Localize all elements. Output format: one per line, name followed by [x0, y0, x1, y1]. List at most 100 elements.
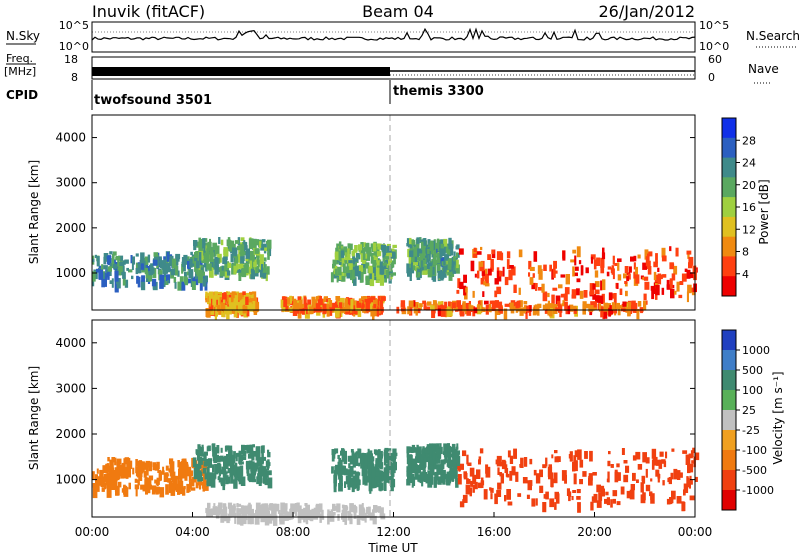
power-cell — [687, 254, 690, 259]
freq-left-tick-bottom: 8 — [71, 71, 78, 84]
noise-sky-line — [91, 27, 696, 41]
power-cell — [249, 260, 252, 269]
power-cell — [541, 283, 545, 293]
velocity-cell — [564, 474, 567, 484]
power-cell — [576, 278, 581, 283]
velocity-cell — [411, 466, 416, 473]
velocity-cell — [605, 491, 609, 496]
velocity-cell — [188, 484, 191, 492]
velocity-cell — [236, 503, 242, 507]
noise-left-tick-bottom: 10^0 — [59, 40, 89, 53]
velocity-cell — [496, 489, 502, 497]
power-cell — [627, 273, 631, 280]
power-cell — [344, 256, 349, 261]
power-cell — [205, 308, 211, 316]
velocity-cell — [438, 476, 442, 482]
velocity-colorbar-tick-label: -1000 — [742, 484, 774, 497]
velocity-cell — [616, 463, 620, 468]
power-cell — [208, 263, 212, 271]
velocity-cell — [412, 458, 418, 467]
power-cell — [377, 295, 381, 306]
power-cell — [236, 298, 241, 308]
velocity-cell — [515, 471, 519, 482]
power-cell — [642, 262, 647, 270]
velocity-cell — [411, 479, 414, 488]
velocity-cell — [260, 510, 265, 519]
power-cell — [147, 270, 153, 279]
power-cell — [423, 239, 426, 245]
velocity-cell — [501, 459, 506, 470]
velocity-cell — [368, 506, 371, 517]
velocity-cell — [111, 481, 116, 490]
velocity-cell — [509, 455, 514, 464]
power-cell — [252, 291, 257, 301]
velocity-cell — [607, 460, 611, 467]
power-cell — [238, 270, 242, 281]
power-cell — [666, 279, 670, 289]
power-cell — [484, 273, 489, 284]
velocity-cell — [116, 461, 121, 469]
power-cell — [196, 241, 200, 248]
power-cell — [162, 263, 168, 274]
velocity-cell — [427, 479, 433, 488]
velocity-cell — [217, 462, 221, 470]
power-cell — [361, 263, 366, 271]
power-cell — [325, 303, 330, 309]
power-cell — [614, 263, 619, 266]
velocity-cell — [689, 463, 694, 473]
velocity-cell — [220, 447, 223, 453]
power-cell — [245, 296, 249, 305]
power-cell — [571, 289, 577, 299]
velocity-cell — [616, 501, 621, 506]
power-cell — [603, 302, 608, 312]
power-cell — [223, 299, 226, 303]
velocity-cell — [455, 478, 459, 488]
power-cell — [506, 259, 510, 269]
velocity-cell — [247, 474, 252, 480]
power-cell — [147, 254, 151, 263]
power-y-axis: 4000 3000 2000 1000 — [55, 131, 695, 280]
power-cell — [448, 237, 452, 247]
velocity-ylabel: Slant Range [km] — [27, 366, 41, 470]
velocity-cell — [252, 472, 256, 482]
velocity-cell — [663, 460, 667, 468]
velocity-cell — [358, 513, 363, 517]
velocity-cell — [533, 469, 537, 476]
velocity-cell — [572, 490, 577, 493]
power-cell — [451, 266, 454, 272]
power-cell — [174, 282, 177, 289]
velocity-cell — [691, 460, 695, 464]
velocity-cell — [658, 459, 663, 469]
power-cell — [647, 266, 652, 275]
power-cell — [224, 294, 230, 302]
velocity-cell — [262, 445, 265, 453]
velocity-cell — [227, 468, 231, 474]
power-cell — [319, 296, 322, 304]
power-colorbar-swatch — [722, 256, 736, 277]
velocity-cell — [659, 451, 664, 457]
power-cell — [437, 271, 442, 279]
velocity-cell — [117, 481, 122, 488]
power-cell — [115, 256, 119, 260]
velocity-cell — [297, 513, 302, 524]
velocity-cell — [327, 513, 330, 525]
velocity-cell — [490, 487, 494, 493]
velocity-cell — [417, 452, 421, 463]
power-colorbar-tick-label: 4 — [742, 268, 749, 281]
power-cell — [590, 256, 594, 264]
power-cell — [673, 265, 678, 275]
power-cell — [343, 258, 346, 263]
power-cell — [523, 301, 528, 305]
power-cell — [265, 271, 268, 282]
power-cell — [637, 254, 641, 259]
velocity-cell — [137, 479, 140, 486]
velocity-cell — [145, 460, 150, 468]
velocity-cell — [550, 478, 554, 488]
velocity-cell — [183, 486, 186, 490]
velocity-cell — [440, 470, 446, 482]
power-cell — [379, 300, 384, 310]
power-cell — [491, 300, 496, 312]
power-cell — [562, 300, 565, 305]
power-cell — [312, 299, 316, 308]
velocity-cell — [267, 459, 270, 469]
